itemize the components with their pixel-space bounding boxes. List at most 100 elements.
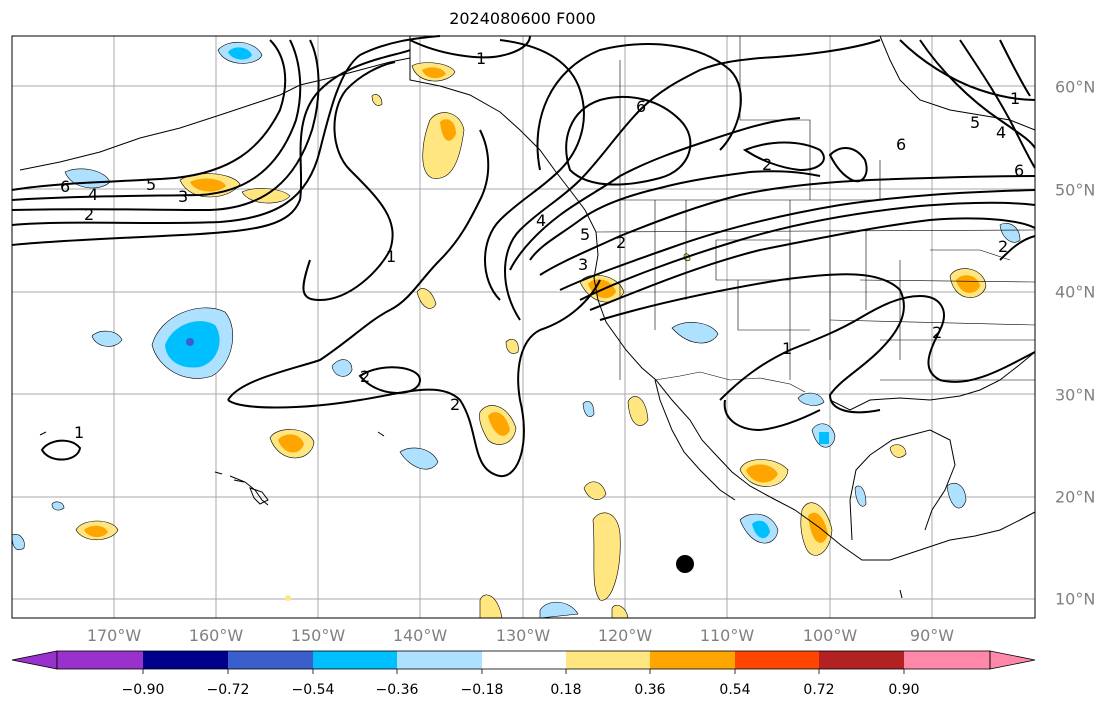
positive-anomaly-patch xyxy=(505,339,519,354)
colorbar-tick-label: 0.72 xyxy=(803,682,835,698)
positive-anomaly-dot xyxy=(285,595,291,601)
negative-anomaly-patch xyxy=(797,392,825,406)
colorbar-tick-label: 0.36 xyxy=(634,682,666,698)
contour-label: 2 xyxy=(84,205,94,224)
latitude-label: 10°N xyxy=(1055,589,1096,609)
contour-label: 3 xyxy=(178,187,188,206)
negative-anomaly-patch xyxy=(999,222,1021,243)
map-title: 2024080600 F000 xyxy=(449,9,596,28)
map-frame xyxy=(11,35,1036,619)
colorbar-segment xyxy=(228,651,313,669)
contour-label: 1 xyxy=(386,247,396,266)
negative-anomaly-patch xyxy=(228,47,252,60)
contour-label: 1 xyxy=(476,49,486,68)
contour-lines xyxy=(11,35,1036,478)
negative-anomaly-core xyxy=(186,338,194,346)
contour-label: 2 xyxy=(998,237,1008,256)
colorbar-tick-label: −0.72 xyxy=(206,682,250,698)
colorbar-segment xyxy=(313,651,397,669)
contour-label: 6 xyxy=(60,177,70,196)
colorbar-ticks xyxy=(142,669,905,674)
colorbar xyxy=(11,650,1036,674)
positive-anomaly-patch xyxy=(422,67,446,79)
colorbar-segment xyxy=(904,651,990,669)
longitude-label: 90°W xyxy=(909,626,955,645)
contour-label: 4 xyxy=(88,185,98,204)
colorbar-segment xyxy=(482,651,566,669)
latitude-label: 40°N xyxy=(1055,282,1096,302)
map-panel: 1 1 1 1 1 2 2 2 2 2 2 2 3 3 4 4 4 5 5 5 … xyxy=(11,35,1036,619)
negative-anomaly-patch xyxy=(539,601,579,619)
colorbar-tick-label: 0.90 xyxy=(888,682,920,698)
longitude-label: 100°W xyxy=(802,626,858,645)
positive-anomaly-patch xyxy=(440,119,456,141)
contour-label: 1 xyxy=(74,423,84,442)
positive-anomaly-patch xyxy=(84,525,108,538)
contour-label: 6 xyxy=(636,97,646,116)
contour-label: 2 xyxy=(762,155,772,174)
positive-anomaly-patch xyxy=(808,512,828,543)
negative-anomaly-patch xyxy=(51,501,65,511)
contour-label: 6 xyxy=(896,135,906,154)
colorbar-outline xyxy=(56,650,991,670)
contour-label: 5 xyxy=(580,225,590,244)
negative-anomaly-patch xyxy=(331,359,353,377)
colorbar-tick-label: −0.36 xyxy=(375,682,419,698)
longitude-label: 160°W xyxy=(188,626,244,645)
negative-anomaly-core xyxy=(819,432,829,444)
colorbar-segment xyxy=(819,651,904,669)
positive-anomaly-patch xyxy=(889,444,907,458)
contour-label-group: 1 1 1 1 1 2 2 2 2 2 2 2 3 3 4 4 4 5 5 5 … xyxy=(60,49,1024,442)
positive-anomaly-patch xyxy=(278,434,304,453)
location-marker xyxy=(676,555,694,573)
contour-label: 5 xyxy=(970,113,980,132)
positive-anomaly-patch xyxy=(371,94,383,106)
colorbar-extend-min xyxy=(11,650,58,670)
anomaly-fill xyxy=(11,42,1021,619)
longitude-label: 150°W xyxy=(290,626,346,645)
latitude-label: 30°N xyxy=(1055,385,1096,405)
contour-label: 1 xyxy=(1010,89,1020,108)
negative-anomaly-patch xyxy=(671,322,719,344)
positive-anomaly-patch xyxy=(488,412,510,436)
islands xyxy=(214,431,903,599)
political-borders xyxy=(595,36,1036,393)
latitude-label: 50°N xyxy=(1055,180,1096,200)
negative-anomaly-patch xyxy=(854,485,867,507)
contour-label: 1 xyxy=(782,339,792,358)
positive-anomaly-patch xyxy=(956,275,980,293)
negative-anomaly-patch xyxy=(399,447,439,470)
colorbar-segment xyxy=(143,651,228,669)
colorbar-segment xyxy=(57,651,143,669)
colorbar-tick-label: −0.18 xyxy=(460,682,504,698)
negative-anomaly-patch xyxy=(752,520,770,539)
longitude-label: 140°W xyxy=(392,626,448,645)
colorbar-segment xyxy=(397,651,482,669)
colorbar-extend-max xyxy=(989,650,1036,670)
contour-label: 2 xyxy=(360,367,370,386)
latitude-label: 20°N xyxy=(1055,487,1096,507)
negative-anomaly-patch xyxy=(582,401,595,417)
colorbar-segment xyxy=(566,651,650,669)
longitude-label: 170°W xyxy=(86,626,142,645)
negative-anomaly-patch xyxy=(91,330,123,347)
colorbar-segment xyxy=(735,651,819,669)
contour-label: 6 xyxy=(1014,161,1024,180)
contour-label: 4 xyxy=(536,211,546,230)
positive-anomaly-patch xyxy=(592,512,621,601)
negative-anomaly-patch xyxy=(11,534,25,551)
colorbar-tick-label: −0.54 xyxy=(291,682,335,698)
colorbar-tick-label: 0.54 xyxy=(719,682,751,698)
positive-anomaly-patch xyxy=(583,481,607,500)
contour-label: 5 xyxy=(146,175,156,194)
contour-label: 3 xyxy=(578,255,588,274)
colorbar-segment xyxy=(650,651,735,669)
longitude-label: 130°W xyxy=(495,626,551,645)
graticule xyxy=(12,36,1035,618)
longitude-label: 120°W xyxy=(597,626,653,645)
positive-anomaly-patch xyxy=(627,396,649,426)
longitude-label: 110°W xyxy=(699,626,755,645)
positive-anomaly-patch xyxy=(416,288,437,309)
colorbar-tick-label: −0.90 xyxy=(121,682,165,698)
